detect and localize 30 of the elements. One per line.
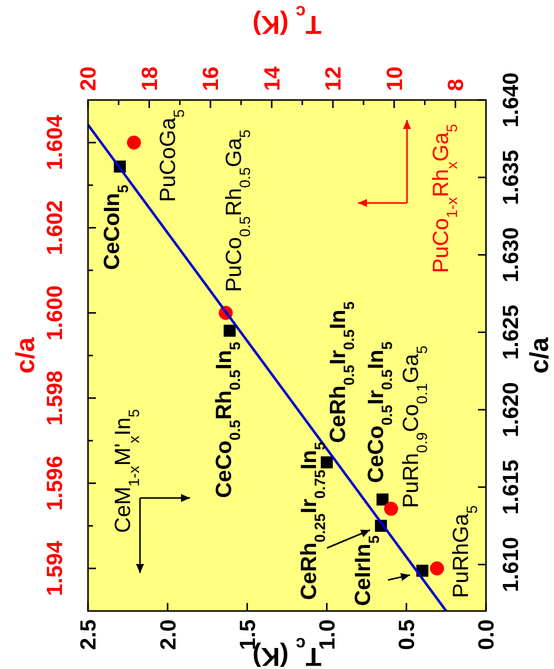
x2-tick-label: 14 (259, 66, 284, 91)
y-tick-label: 1.604 (42, 114, 67, 170)
y-tick-label: 1.600 (42, 285, 67, 340)
y2-tick-label: 1.630 (498, 227, 523, 282)
x2-tick-label: 10 (382, 66, 407, 91)
point (224, 324, 236, 337)
y-tick-label: 1.594 (42, 540, 67, 596)
x-tick-label: 2.0 (155, 619, 180, 650)
x2-tick-label: 12 (320, 66, 346, 91)
point (376, 494, 389, 506)
x2-tick-label: 16 (198, 66, 224, 91)
y2-axis-title: c/a (524, 336, 554, 374)
y-tick-label: 1.596 (42, 456, 67, 511)
y-tick-label: 1.598 (42, 370, 67, 426)
x2-tick-label: 8 (443, 78, 468, 91)
y2-tick-label: 1.620 (498, 382, 523, 438)
point (320, 456, 333, 468)
x2-tick-label: 18 (136, 66, 162, 91)
y2-tick-label: 1.640 (498, 72, 523, 128)
y-axis-title: c/a (10, 336, 40, 374)
y2-tick-label: 1.615 (498, 460, 523, 515)
y2-tick-label: 1.610 (498, 537, 523, 592)
x2-tick-label: 20 (76, 66, 101, 91)
x-tick-label: 0.5 (394, 619, 420, 650)
y2-tick-label: 1.625 (498, 304, 523, 360)
x-tick-label: 0.0 (474, 619, 499, 650)
y2-tick-label: 1.635 (498, 150, 523, 205)
y-tick-label: 1.602 (42, 200, 67, 256)
x-tick-label: 2.5 (76, 619, 101, 650)
x-tick-label: 1.0 (314, 619, 340, 650)
